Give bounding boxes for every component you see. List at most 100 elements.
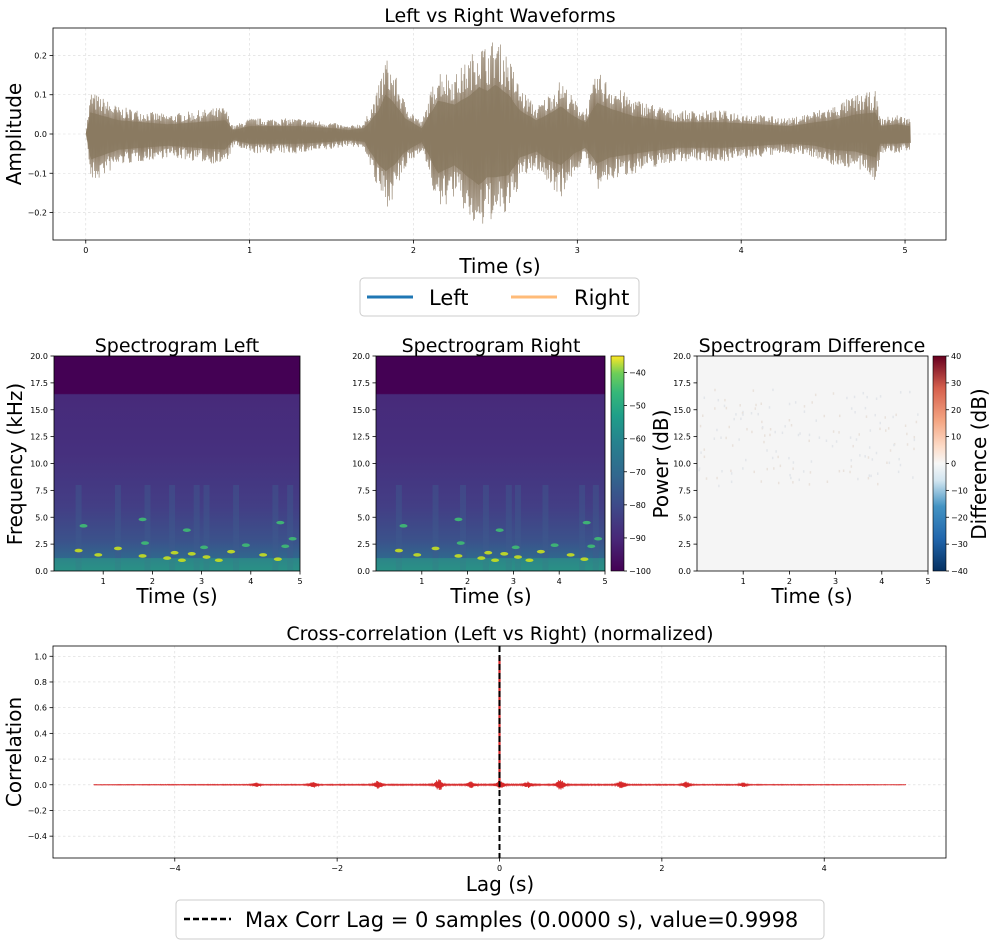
difference-speck — [879, 421, 881, 425]
spectrogram-energy-column — [193, 485, 200, 571]
difference-speck — [913, 435, 916, 439]
difference-speck — [838, 414, 841, 418]
difference-speck — [788, 419, 791, 422]
difference-speck — [761, 420, 763, 424]
difference-speck — [718, 484, 720, 488]
ytick-label: 20.0 — [352, 352, 370, 361]
difference-speck — [794, 401, 797, 404]
difference-speck — [864, 406, 867, 410]
ytick-label: 17.5 — [673, 379, 691, 388]
legend-right-label: Right — [574, 286, 629, 310]
spectrogram-energy-column — [460, 485, 467, 571]
spectrogram-formant — [413, 553, 422, 557]
difference-speck — [757, 412, 759, 416]
difference-speck — [909, 390, 911, 394]
difference-speck — [875, 451, 878, 455]
difference-speck — [716, 428, 718, 432]
difference-speck — [703, 396, 706, 400]
ytick-label: 5.0 — [35, 513, 48, 522]
difference-speck — [716, 476, 718, 480]
difference-speck — [809, 471, 812, 474]
spectrogram-energy-column — [144, 485, 151, 571]
colorbar-tick-label: 10 — [951, 433, 961, 442]
difference-speck — [814, 393, 817, 397]
difference-speck — [906, 443, 909, 446]
difference-speck — [725, 406, 728, 410]
difference-speck — [792, 467, 794, 470]
difference-speck — [913, 447, 915, 451]
spectrogram-formant — [276, 520, 285, 525]
ytick-label: 15.0 — [352, 406, 370, 415]
spectrogram-formant — [259, 553, 268, 557]
spectrogram-formant — [500, 552, 509, 556]
ytick-label: 7.5 — [35, 486, 48, 495]
spectrogram-formant — [177, 558, 186, 563]
difference-speck — [733, 417, 735, 421]
difference-speck — [865, 415, 868, 418]
spectrogram-left-ylabel: Frequency (kHz) — [3, 383, 27, 545]
difference-speck — [773, 467, 775, 470]
difference-speck — [781, 431, 784, 435]
spectrogram-formant — [456, 541, 465, 545]
difference-speck — [877, 482, 879, 486]
difference-speck — [779, 464, 782, 468]
difference-speck — [885, 429, 887, 432]
spectrogram-difference-image — [697, 356, 928, 571]
power-colorbar — [610, 355, 625, 572]
spectrogram-formant — [550, 543, 559, 547]
ytick-label: 5.0 — [678, 513, 691, 522]
difference-speck — [886, 461, 888, 465]
spectrogram-formant — [273, 557, 282, 561]
ytick-label: 0.2 — [34, 755, 47, 764]
spectrogram-difference-xlabel: Time (s) — [770, 584, 852, 608]
difference-speck — [768, 406, 771, 409]
difference-speck — [825, 439, 828, 443]
spectrogram-formant — [394, 548, 403, 553]
xtick-label: 2 — [659, 864, 664, 873]
difference-speck — [884, 416, 886, 419]
xtick-label: 5 — [602, 577, 607, 586]
difference-speck — [803, 410, 806, 413]
difference-speck — [703, 448, 706, 451]
spectrogram-formant — [141, 541, 150, 545]
spectrogram-formant — [399, 524, 408, 528]
spectrogram-formant — [582, 520, 591, 525]
ytick-label: 12.5 — [30, 433, 48, 442]
difference-speck — [854, 410, 856, 414]
ytick-label: 1.0 — [34, 652, 47, 661]
legend-left-label: Left — [429, 286, 469, 310]
difference-speck — [859, 454, 861, 457]
spectrogram-right-xticks: 1 2 3 4 5 — [419, 571, 608, 586]
difference-speck — [893, 443, 895, 447]
difference-speck — [713, 437, 716, 440]
difference-speck — [724, 398, 726, 402]
difference-speck — [917, 413, 919, 416]
difference-speck — [849, 436, 852, 439]
difference-speck — [741, 411, 744, 415]
crosscorrelation-legend: Max Corr Lag = 0 samples (0.0000 s), val… — [175, 899, 825, 940]
xtick-label: 4 — [739, 246, 744, 255]
spectrogram-formant — [513, 555, 522, 559]
spectrogram-difference-texture — [698, 388, 919, 488]
xtick-label: 1 — [247, 246, 252, 255]
difference-speck — [835, 440, 838, 443]
ytick-label: 0.0 — [357, 567, 370, 576]
spectrogram-energy-column — [169, 485, 176, 571]
ytick-label: 0.0 — [35, 567, 48, 576]
ytick-label: 12.5 — [352, 433, 370, 442]
spectrogram-formant — [94, 553, 103, 557]
difference-speck — [699, 424, 702, 428]
colorbar-tick-label: −70 — [629, 468, 646, 477]
ytick-label: 0.1 — [34, 91, 47, 100]
difference-speck — [723, 404, 726, 408]
xtick-label: 2 — [465, 577, 470, 586]
spectrogram-formant — [566, 553, 575, 557]
difference-speck — [842, 469, 845, 472]
difference-speck — [866, 395, 868, 399]
ytick-label: 17.5 — [352, 379, 370, 388]
colorbar-tick-label: −100 — [629, 567, 651, 576]
spectrogram-right-panel: Spectrogram Right 1 2 3 4 5 0.0 2.5 5.0 7.5 10.0… — [352, 335, 673, 608]
spectrogram-formant — [495, 528, 504, 532]
difference-speck — [832, 430, 835, 433]
ytick-label: 10.0 — [30, 460, 48, 469]
